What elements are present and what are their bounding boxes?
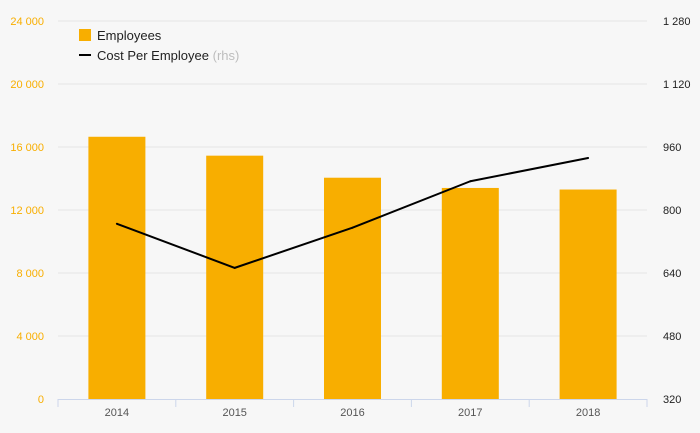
- y-left-tick-label: 20 000: [10, 79, 44, 91]
- x-tick-label: 2014: [105, 407, 129, 419]
- y-left-tick-label: 4 000: [16, 331, 44, 343]
- x-tick-label: 2015: [222, 407, 246, 419]
- y-left-tick-label: 8 000: [16, 268, 44, 280]
- y-left-tick-label: 24 000: [10, 16, 44, 28]
- y-left-tick-label: 16 000: [10, 142, 44, 154]
- y-right-tick-label: 800: [663, 205, 681, 217]
- x-tick-label: 2017: [458, 407, 482, 419]
- legend-label-employees: Employees: [97, 28, 162, 43]
- y-right-tick-label: 960: [663, 142, 681, 154]
- point-2018: [587, 157, 590, 160]
- bar-2017: [441, 187, 499, 399]
- x-tick-label: 2018: [576, 407, 600, 419]
- point-2015: [233, 266, 236, 269]
- legend-swatch-employees: [79, 29, 91, 41]
- y-right-tick-label: 640: [663, 268, 681, 280]
- y-left-tick-label: 0: [38, 394, 44, 406]
- point-2016: [351, 226, 354, 229]
- legend-hint-rhs: (rhs): [213, 48, 240, 63]
- bar-2014: [88, 136, 146, 399]
- y-right-tick-label: 1 120: [663, 79, 691, 91]
- y-right-tick-label: 320: [663, 394, 681, 406]
- point-2014: [115, 222, 118, 225]
- bar-2015: [206, 155, 264, 399]
- y-right-tick-label: 480: [663, 331, 681, 343]
- bar-2018: [559, 189, 617, 399]
- point-2017: [469, 180, 472, 183]
- bar-2016: [324, 177, 381, 399]
- x-tick-label: 2016: [340, 407, 364, 419]
- y-left-tick-label: 12 000: [10, 205, 44, 217]
- y-right-tick-label: 1 280: [663, 16, 691, 28]
- legend-label-cost-per-employee: Cost Per Employee (rhs): [97, 48, 239, 63]
